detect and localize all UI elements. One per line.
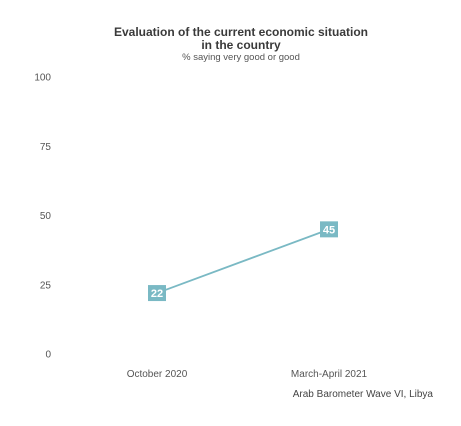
source-note: Arab Barometer Wave VI, Libya [293, 389, 434, 400]
x-tick-label: March-April 2021 [291, 369, 368, 380]
data-point-marker [148, 285, 166, 302]
y-tick-label: 25 [40, 280, 52, 291]
data-label: 45 [323, 224, 335, 236]
x-tick-label: October 2020 [127, 369, 188, 380]
y-tick-label: 100 [34, 73, 51, 84]
data-markers: 22 45 [148, 221, 338, 302]
data-point-marker [320, 221, 338, 238]
series-line [156, 228, 330, 294]
y-tick-label: 0 [45, 350, 51, 361]
y-axis-tick-labels: 0 25 50 75 100 [34, 73, 51, 361]
y-tick-label: 50 [40, 211, 52, 222]
data-label: 22 [151, 288, 163, 300]
chart-subtitle: % saying very good or good [182, 52, 300, 63]
chart-title-line-2: in the country [201, 38, 281, 52]
x-axis-tick-labels: October 2020 March-April 2021 [127, 369, 368, 380]
y-tick-label: 75 [40, 142, 52, 153]
chart-title-line-1: Evaluation of the current economic situa… [114, 25, 368, 39]
series-lines [156, 228, 330, 294]
